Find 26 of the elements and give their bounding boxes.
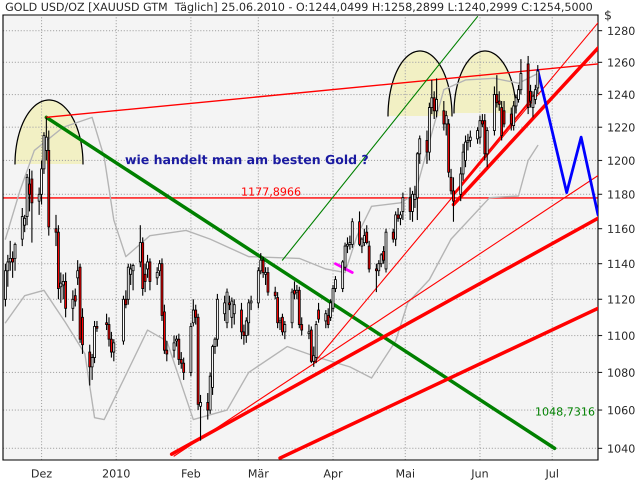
y-tick-label: 1200 bbox=[608, 156, 635, 165]
annotation: wie handelt man am besten Gold ? bbox=[125, 154, 368, 164]
x-tick-label: Dez bbox=[32, 469, 52, 478]
y-axis-title: $ bbox=[605, 10, 611, 22]
ref-line-label: 1177,8966 bbox=[242, 187, 300, 197]
y-tick-label: 1260 bbox=[608, 58, 635, 67]
y-tick-label: 1120 bbox=[608, 295, 635, 304]
y-tick-label: 1160 bbox=[608, 224, 635, 234]
x-tick-label: Feb bbox=[182, 469, 200, 478]
x-tick-label: Jul bbox=[544, 469, 558, 480]
y-tick-label: 1240 bbox=[608, 90, 635, 99]
y-tick-label: 1280 bbox=[608, 26, 635, 36]
y-tick-label: 1080 bbox=[608, 368, 635, 377]
y-tick-label: 1220 bbox=[608, 123, 635, 132]
x-tick-label: Mai bbox=[396, 469, 414, 478]
x-tick-label: Mär bbox=[248, 469, 269, 478]
y-tick-label: 1100 bbox=[608, 332, 635, 340]
x-tick-label: Jun bbox=[470, 469, 488, 480]
y-tick-label: 1060 bbox=[608, 406, 635, 414]
annotation: 1048,7316 bbox=[536, 407, 594, 417]
x-tick-label: 2010 bbox=[102, 469, 130, 478]
chart-title: GOLD USD/OZ [XAUUSD GTM Täglich] 25.06.2010 - O:1244,0499 H:1258,2899 L:1240,2999 C:1254,5000 bbox=[6, 2, 592, 14]
y-tick-label: 1180 bbox=[608, 190, 635, 199]
y-tick-label: 1140 bbox=[608, 260, 635, 268]
x-tick-label: Apr bbox=[323, 469, 343, 480]
y-tick-label: 1040 bbox=[608, 444, 635, 453]
